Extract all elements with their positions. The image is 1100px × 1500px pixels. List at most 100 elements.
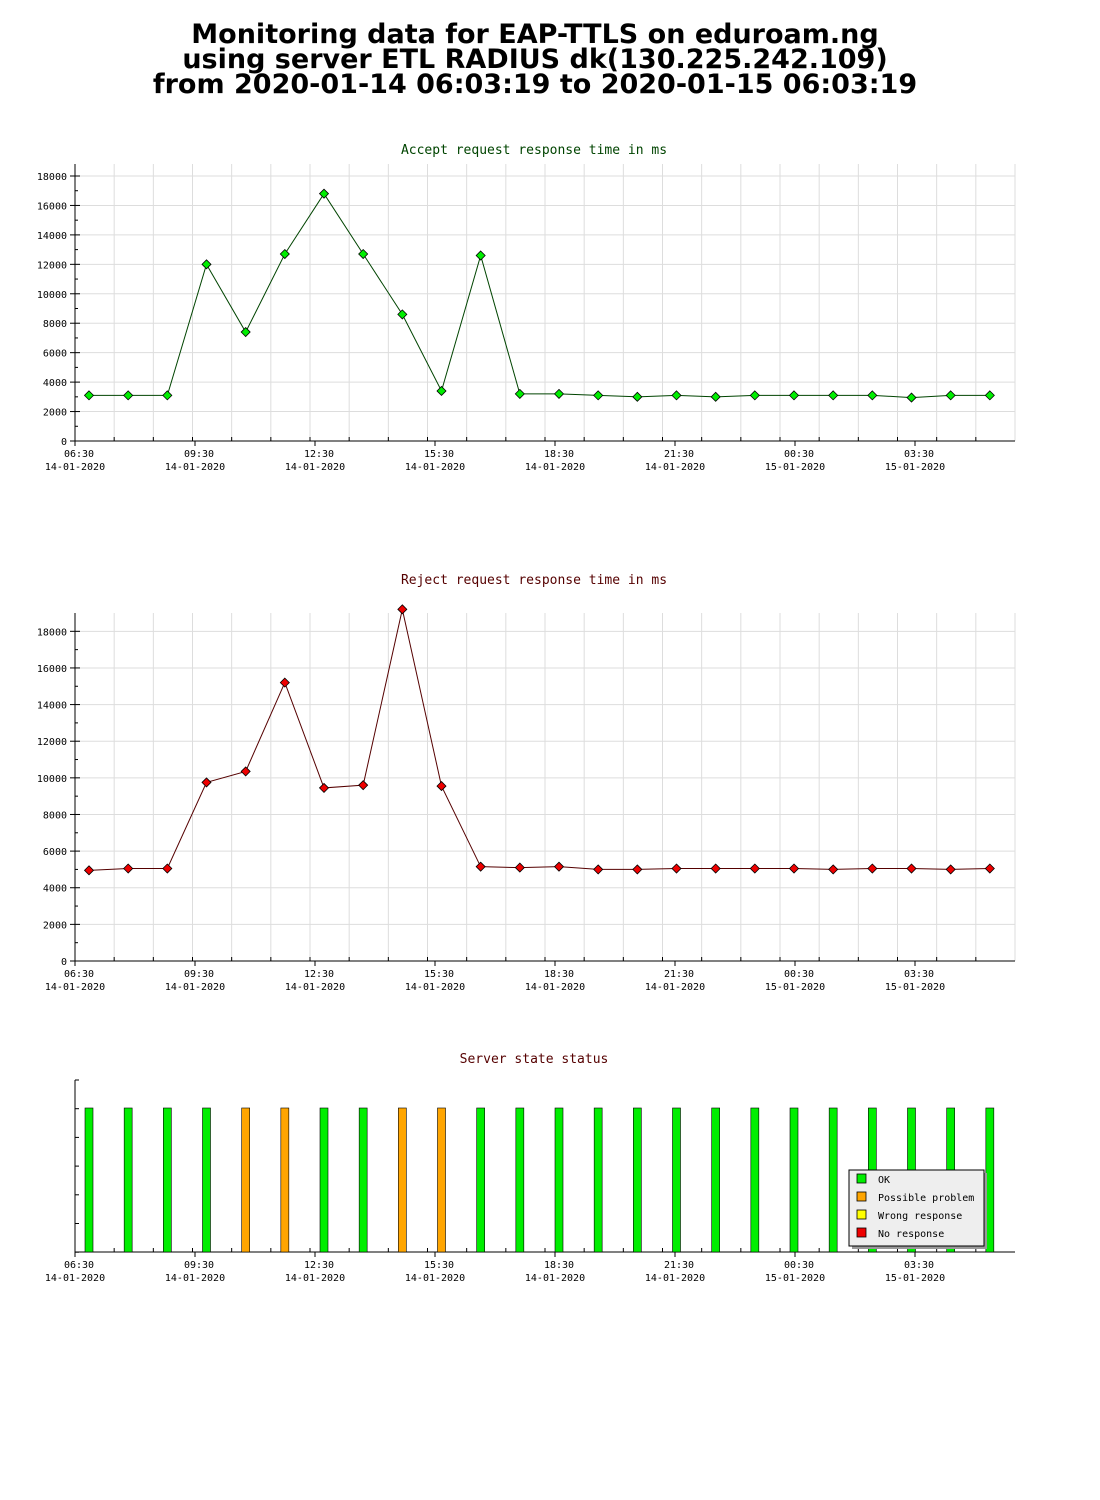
legend-swatch xyxy=(856,1191,867,1202)
data-point xyxy=(318,188,330,199)
data-point xyxy=(475,250,486,261)
data-point xyxy=(828,864,839,875)
x-tick-date: 14-01-2020 xyxy=(285,1273,345,1284)
data-point xyxy=(671,863,682,874)
status-bar xyxy=(672,1107,681,1253)
x-tick-date: 14-01-2020 xyxy=(405,982,465,993)
data-point xyxy=(436,781,447,792)
data-point xyxy=(553,388,565,399)
x-tick-label: 09:30 xyxy=(184,969,214,980)
y-tick-label: 14000 xyxy=(37,701,67,712)
status-bar xyxy=(241,1107,250,1253)
x-tick-label: 12:30 xyxy=(304,969,334,980)
legend-swatch xyxy=(856,1173,867,1184)
data-point xyxy=(867,863,878,874)
x-tick-label: 03:30 xyxy=(904,1260,934,1271)
status-bar xyxy=(280,1107,290,1253)
x-tick-label: 12:30 xyxy=(304,1260,334,1271)
x-tick-date: 15-01-2020 xyxy=(885,462,945,473)
data-point xyxy=(201,777,212,788)
x-tick-date: 14-01-2020 xyxy=(645,462,705,473)
data-point xyxy=(749,863,760,874)
x-tick-label: 18:30 xyxy=(544,969,574,980)
y-tick-label: 4000 xyxy=(43,884,67,895)
data-point xyxy=(671,390,682,401)
status-bar xyxy=(711,1107,720,1253)
x-tick-label: 00:30 xyxy=(784,449,814,460)
data-point xyxy=(201,259,212,270)
x-tick-date: 14-01-2020 xyxy=(645,1273,705,1284)
data-point xyxy=(436,385,447,397)
series-line xyxy=(88,609,990,871)
legend-swatch xyxy=(856,1209,867,1220)
y-tick-label: 6000 xyxy=(43,847,67,858)
data-point xyxy=(749,390,760,401)
data-point xyxy=(358,248,369,260)
data-point xyxy=(397,604,408,615)
x-tick-date: 15-01-2020 xyxy=(765,462,825,473)
data-point xyxy=(945,864,956,875)
data-point xyxy=(867,390,878,401)
y-tick-label: 12000 xyxy=(37,737,67,748)
legend-label: No response xyxy=(878,1229,944,1240)
y-tick-label: 0 xyxy=(61,957,67,968)
status-bar xyxy=(398,1107,407,1253)
x-tick-date: 14-01-2020 xyxy=(45,462,105,473)
x-tick-label: 15:30 xyxy=(424,1260,454,1271)
data-point xyxy=(318,782,330,793)
status-bar xyxy=(163,1107,172,1253)
data-point xyxy=(906,863,917,874)
x-tick-label: 06:30 xyxy=(64,449,94,460)
y-tick-label: 2000 xyxy=(43,408,67,419)
legend-box xyxy=(848,1169,985,1247)
x-tick-label: 21:30 xyxy=(664,449,694,460)
y-tick-label: 2000 xyxy=(43,920,67,931)
data-point xyxy=(123,863,134,874)
x-tick-date: 14-01-2020 xyxy=(285,462,345,473)
status-bar xyxy=(123,1107,133,1253)
x-tick-date: 14-01-2020 xyxy=(45,1273,105,1284)
y-tick-label: 14000 xyxy=(37,231,67,242)
data-point xyxy=(475,861,486,872)
x-tick-date: 15-01-2020 xyxy=(885,1273,945,1284)
data-point xyxy=(162,863,173,874)
data-point xyxy=(945,390,956,401)
status-bar xyxy=(985,1107,995,1253)
status-bar xyxy=(358,1107,368,1253)
x-tick-label: 18:30 xyxy=(544,449,574,460)
y-tick-label: 8000 xyxy=(43,810,67,821)
x-tick-label: 12:30 xyxy=(304,449,334,460)
data-point xyxy=(593,864,604,875)
data-point xyxy=(162,390,173,401)
x-tick-label: 15:30 xyxy=(424,969,454,980)
x-tick-date: 14-01-2020 xyxy=(165,982,225,993)
x-tick-label: 09:30 xyxy=(184,449,214,460)
data-point xyxy=(828,390,839,401)
data-point xyxy=(710,863,721,874)
data-point xyxy=(514,388,525,399)
status-bar xyxy=(202,1107,211,1253)
status-bar xyxy=(84,1107,94,1253)
x-tick-label: 06:30 xyxy=(64,969,94,980)
data-point xyxy=(632,391,643,402)
y-tick-label: 18000 xyxy=(37,172,67,183)
data-point xyxy=(397,309,408,320)
x-tick-date: 14-01-2020 xyxy=(285,982,345,993)
x-tick-label: 06:30 xyxy=(64,1260,94,1271)
x-tick-label: 21:30 xyxy=(664,1260,694,1271)
y-tick-label: 16000 xyxy=(37,664,67,675)
status-bar xyxy=(437,1107,446,1253)
data-point xyxy=(83,865,95,876)
x-tick-label: 00:30 xyxy=(784,969,814,980)
x-tick-date: 14-01-2020 xyxy=(525,1273,585,1284)
legend-label: OK xyxy=(878,1175,890,1186)
data-point xyxy=(984,863,995,874)
status-bar xyxy=(319,1107,329,1253)
data-point xyxy=(83,390,95,401)
y-tick-label: 6000 xyxy=(43,349,67,360)
status-bar xyxy=(593,1107,603,1253)
data-point xyxy=(553,861,565,872)
data-point xyxy=(710,391,721,402)
status-bar xyxy=(515,1107,525,1253)
status-bar xyxy=(554,1107,564,1253)
